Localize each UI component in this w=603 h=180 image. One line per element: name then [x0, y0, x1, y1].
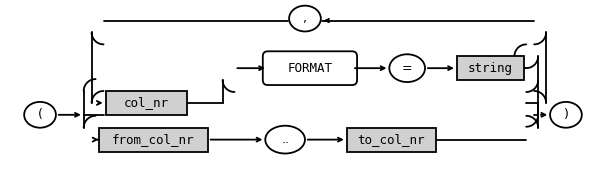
Ellipse shape	[24, 102, 56, 128]
Text: (: (	[37, 108, 42, 121]
FancyBboxPatch shape	[106, 91, 187, 115]
Text: ..: ..	[281, 133, 289, 146]
Text: ): )	[564, 108, 569, 121]
Ellipse shape	[390, 54, 425, 82]
FancyBboxPatch shape	[98, 128, 207, 152]
FancyBboxPatch shape	[263, 51, 357, 85]
Ellipse shape	[289, 6, 321, 32]
Text: col_nr: col_nr	[124, 96, 169, 109]
Ellipse shape	[550, 102, 582, 128]
Text: FORMAT: FORMAT	[288, 62, 332, 75]
Text: string: string	[468, 62, 513, 75]
Text: =: =	[402, 62, 412, 75]
Text: ,: ,	[303, 12, 307, 25]
FancyBboxPatch shape	[347, 128, 436, 152]
Ellipse shape	[265, 126, 305, 154]
FancyBboxPatch shape	[457, 56, 524, 80]
Text: to_col_nr: to_col_nr	[358, 133, 425, 146]
Text: from_col_nr: from_col_nr	[112, 133, 194, 146]
